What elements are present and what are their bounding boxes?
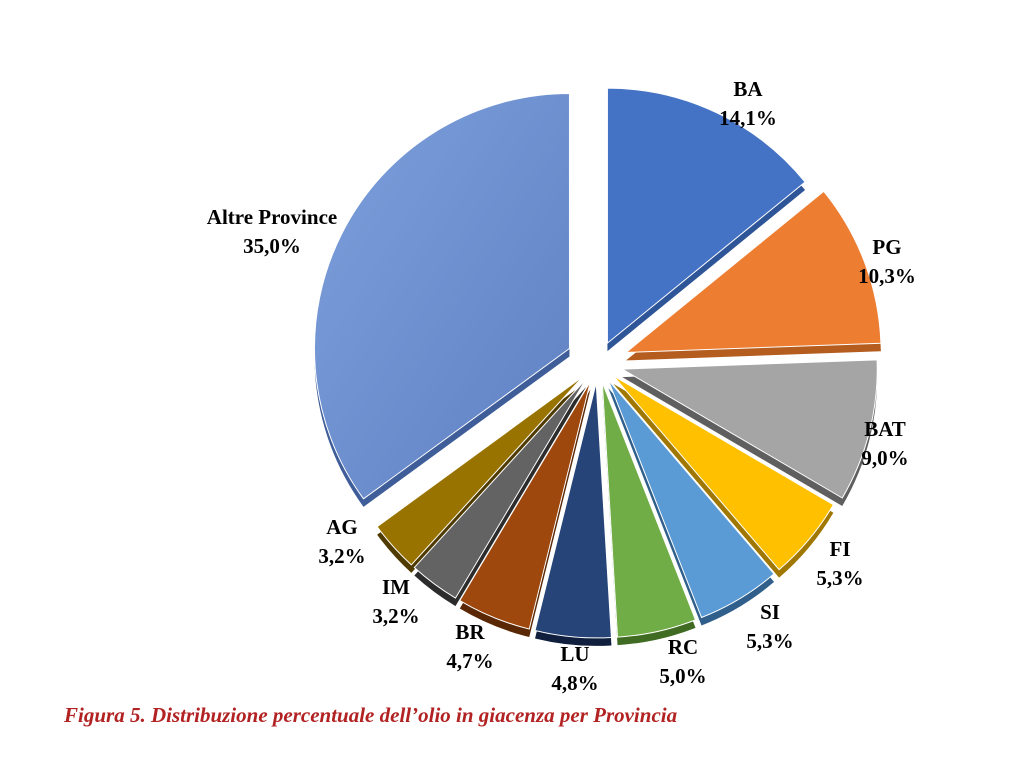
pie-slice-si	[607, 379, 775, 619]
data-label-im: IM 3,2%	[372, 573, 419, 631]
pie-slice-pg	[624, 190, 882, 353]
slice-value: 5,0%	[659, 664, 707, 688]
slice-value: 9,0%	[861, 446, 909, 470]
slice-name: SI	[760, 600, 780, 624]
data-label-pg: PG 10,3%	[858, 233, 916, 291]
slice-value: 5,3%	[816, 566, 864, 590]
pie-slice-lu	[534, 382, 612, 639]
slice-name: LU	[560, 642, 590, 666]
pie-slice-altre-province	[314, 92, 570, 500]
data-label-fi: FI 5,3%	[816, 535, 863, 593]
slice-value: 3,2%	[318, 544, 366, 568]
slice-name: IM	[382, 575, 410, 599]
pie-slice-br	[459, 381, 591, 630]
slice-value: 14,1%	[719, 106, 777, 130]
pie-slice-rc	[601, 382, 697, 638]
data-label-ba: BA 14,1%	[719, 75, 777, 133]
slice-value: 5,3%	[746, 629, 794, 653]
slice-value: 3,2%	[372, 604, 420, 628]
pie-slice-bat	[620, 359, 878, 499]
pie-slice-ag	[376, 375, 584, 566]
slice-name: FI	[829, 537, 851, 561]
slice-name: Altre Province	[206, 205, 338, 229]
pie-slice-ba	[606, 87, 806, 345]
data-label-ag: AG 3,2%	[318, 513, 365, 571]
slice-value: 10,3%	[858, 264, 916, 288]
slice-name: RC	[667, 635, 699, 659]
slice-name: AG	[326, 515, 358, 539]
data-label-altre-province: Altre Province 35,0%	[207, 203, 337, 261]
data-label-br: BR 4,7%	[446, 618, 493, 676]
slice-value: 35,0%	[243, 234, 301, 258]
slice-name: PG	[872, 235, 902, 259]
data-label-rc: RC 5,0%	[659, 633, 706, 691]
slice-name: BA	[733, 77, 763, 101]
slice-value: 4,8%	[551, 671, 599, 695]
data-label-bat: BAT 9,0%	[861, 415, 908, 473]
figure-caption: Figura 5. Distribuzione percentuale dell…	[64, 703, 678, 727]
slice-name: BR	[455, 620, 485, 644]
data-label-lu: LU 4,8%	[551, 640, 598, 698]
data-label-si: SI 5,3%	[746, 598, 793, 656]
pie-slice-im	[413, 378, 587, 599]
slice-value: 4,7%	[446, 649, 494, 673]
slice-name: BAT	[864, 417, 906, 441]
pie-slice-fi	[612, 375, 835, 571]
